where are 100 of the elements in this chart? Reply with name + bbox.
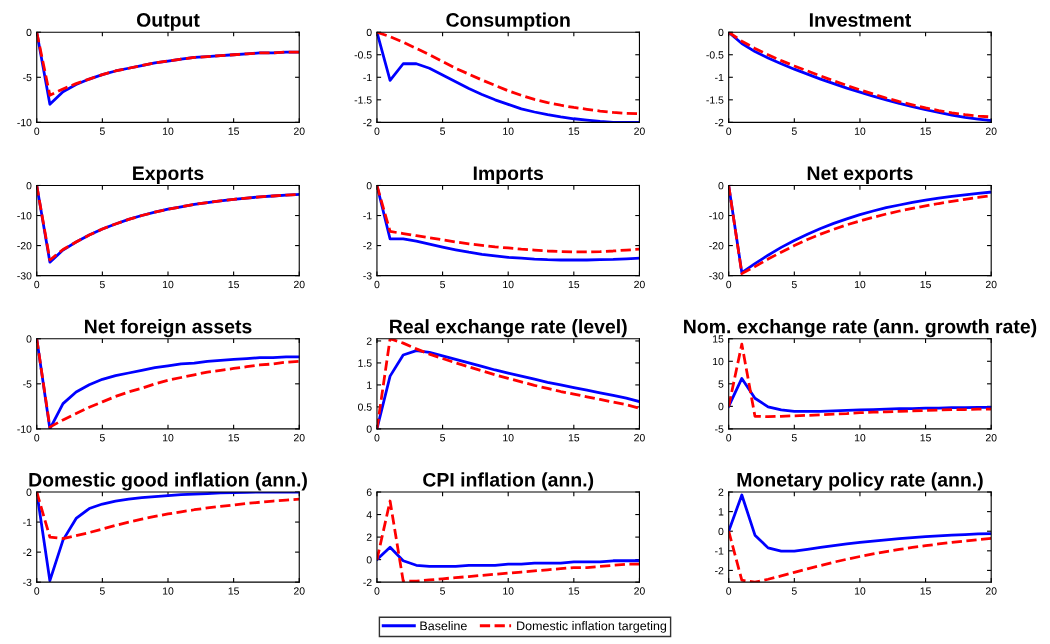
x-tick-label: 15 [568, 280, 580, 289]
y-tick-label: 0 [26, 181, 32, 190]
x-tick-label: 0 [726, 280, 732, 289]
x-tick-label: 10 [503, 127, 514, 135]
y-tick-label: -1 [715, 73, 724, 82]
x-tick-label: 10 [854, 434, 866, 442]
x-tick-label: 15 [228, 127, 239, 135]
legend-label: Domestic inflation targeting [517, 621, 667, 633]
y-tick-label: 0 [718, 181, 724, 190]
y-tick-label: 0 [366, 181, 372, 190]
y-tick-label: 0 [718, 28, 724, 37]
x-tick-label: 5 [791, 587, 797, 595]
x-tick-label: 5 [440, 587, 446, 595]
x-tick-label: 5 [440, 280, 446, 289]
y-tick-label: -20 [17, 242, 32, 250]
y-tick-label: 6 [366, 488, 372, 496]
x-tick-label: 20 [293, 587, 305, 595]
x-tick-label: 5 [440, 127, 446, 135]
x-tick-label: 5 [99, 434, 105, 442]
x-tick-label: 10 [854, 127, 866, 135]
y-tick-label: -1 [363, 73, 372, 82]
x-tick-label: 20 [985, 127, 997, 135]
x-tick-label: 10 [854, 587, 866, 595]
x-tick-label: 5 [791, 280, 797, 289]
y-tick-label: -2 [715, 118, 724, 127]
x-tick-label: 20 [634, 434, 645, 442]
x-tick-label: 20 [634, 127, 645, 135]
x-tick-label: 10 [163, 434, 174, 442]
x-tick-label: 20 [293, 434, 305, 442]
legend-label: Baseline [420, 621, 467, 631]
y-tick-label: -1.5 [706, 96, 724, 104]
x-tick-label: 20 [634, 587, 645, 595]
x-tick-label: 20 [985, 587, 997, 595]
x-tick-label: 15 [920, 434, 931, 442]
x-tick-label: 0 [34, 587, 40, 595]
x-tick-label: 20 [634, 280, 645, 289]
y-tick-label: 0 [26, 335, 32, 343]
y-tick-label: 1 [718, 508, 724, 516]
y-tick-label: 0 [26, 28, 32, 37]
y-tick-label: 4 [366, 511, 372, 519]
x-tick-label: 0 [34, 280, 40, 289]
y-tick-label: -3 [23, 578, 32, 587]
x-tick-label: 10 [163, 280, 174, 289]
x-tick-label: 0 [374, 127, 380, 135]
y-tick-label: -1 [23, 518, 32, 526]
x-tick-label: 15 [568, 434, 580, 442]
x-tick-label: 20 [985, 434, 997, 442]
x-tick-label: 5 [791, 434, 797, 442]
chart-title: Output [136, 13, 200, 31]
chart-title: Consumption [446, 12, 570, 31]
x-tick-label: 15 [920, 587, 931, 595]
y-tick-label: 0.5 [358, 403, 372, 411]
chart-title: Exports [133, 166, 204, 184]
x-tick-label: 10 [163, 127, 174, 135]
y-tick-label: -2 [23, 548, 32, 556]
x-tick-label: 10 [163, 587, 174, 595]
chart-title: Real exchange rate (level) [390, 319, 627, 338]
y-tick-label: -10 [17, 118, 32, 127]
chart-title: Imports [473, 166, 544, 184]
y-tick-label: -10 [709, 212, 724, 220]
x-tick-label: 0 [374, 280, 380, 289]
y-tick-label: -5 [715, 425, 724, 433]
x-tick-label: 20 [985, 280, 997, 289]
y-tick-label: -3 [363, 272, 372, 280]
y-tick-label: 2 [718, 488, 724, 496]
x-tick-label: 0 [34, 434, 40, 442]
x-tick-label: 20 [293, 280, 305, 289]
x-tick-label: 5 [99, 587, 105, 595]
y-tick-label: 10 [713, 357, 724, 366]
y-tick-label: 1 [367, 381, 372, 389]
x-tick-label: 0 [34, 127, 40, 135]
x-tick-label: 15 [920, 280, 931, 289]
y-tick-label: 0 [26, 488, 32, 496]
y-tick-label: 2 [366, 337, 372, 345]
y-tick-label: -30 [17, 272, 32, 280]
x-tick-label: 15 [568, 587, 580, 595]
x-tick-label: 5 [99, 127, 105, 135]
x-tick-label: 10 [503, 434, 514, 442]
x-tick-label: 5 [791, 127, 797, 135]
y-tick-label: 0 [366, 425, 372, 433]
y-tick-label: -0.5 [354, 51, 372, 59]
x-tick-label: 10 [503, 280, 514, 289]
y-tick-label: -5 [23, 73, 32, 82]
x-tick-label: 15 [568, 127, 580, 135]
y-tick-label: -20 [709, 242, 724, 250]
y-tick-label: -30 [709, 272, 724, 280]
y-tick-label: -2 [715, 566, 724, 575]
x-tick-label: 0 [726, 434, 732, 442]
y-tick-label: 0 [366, 28, 372, 37]
y-tick-label: -2 [363, 578, 372, 586]
x-tick-label: 15 [228, 280, 239, 289]
x-tick-label: 0 [726, 587, 732, 595]
chart-title: Net foreign assets [85, 319, 252, 338]
x-tick-label: 10 [854, 280, 866, 289]
y-tick-label: 0 [718, 402, 724, 411]
chart-title: Net exports [807, 166, 913, 184]
y-tick-label: -2 [363, 118, 372, 127]
y-tick-label: 2 [366, 533, 372, 541]
x-tick-label: 5 [99, 280, 105, 289]
x-tick-label: 15 [920, 127, 931, 135]
